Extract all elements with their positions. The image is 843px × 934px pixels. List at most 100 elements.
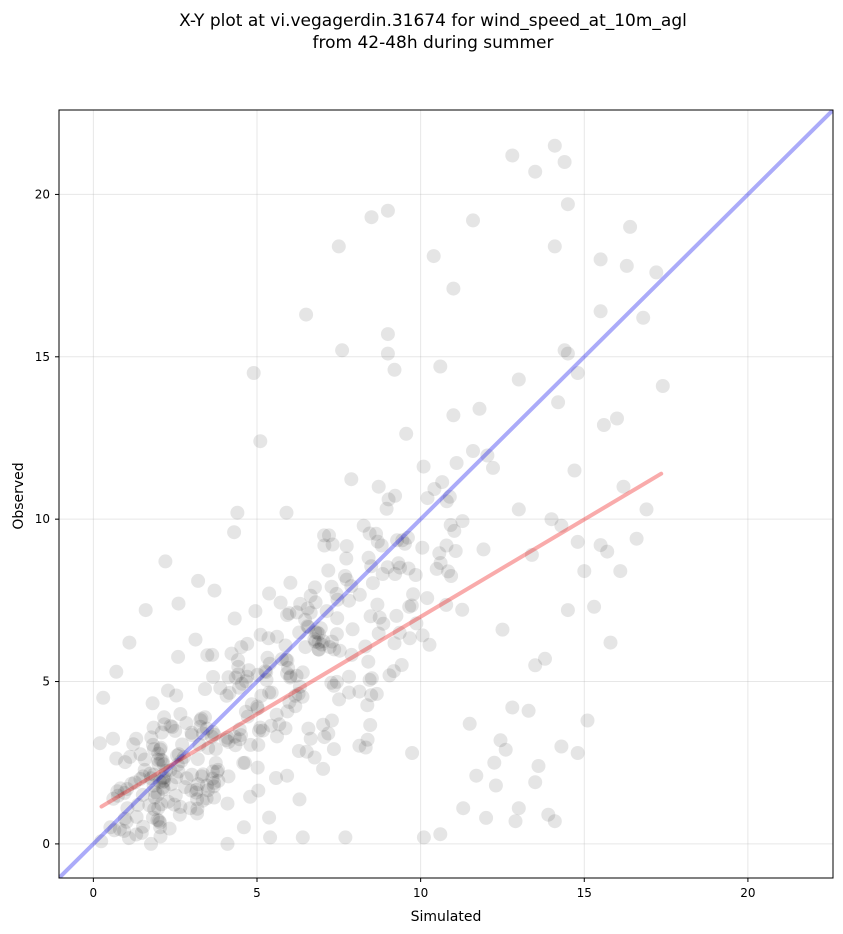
scatter-point xyxy=(220,796,235,811)
scatter-point xyxy=(362,526,377,541)
scatter-point xyxy=(165,720,180,734)
scatter-point xyxy=(280,704,295,719)
x-axis-ticks: 0 5 10 15 20 xyxy=(90,878,756,900)
scatter-point xyxy=(324,579,339,594)
scatter-point xyxy=(110,788,125,803)
scatter-point xyxy=(386,664,401,679)
scatter-point xyxy=(211,762,226,777)
scatter-point xyxy=(96,690,111,705)
scatter-point xyxy=(524,547,539,562)
scatter-point xyxy=(455,602,470,617)
scatter-point xyxy=(193,719,208,734)
scatter-point xyxy=(198,682,212,696)
scatter-point xyxy=(408,568,423,582)
scatter-point xyxy=(596,418,611,432)
scatter-point xyxy=(221,734,236,749)
scatter-point xyxy=(151,746,166,761)
scatter-point xyxy=(402,631,417,646)
scatter-point xyxy=(560,603,575,618)
scatter-point xyxy=(117,785,132,800)
scatter-point xyxy=(124,776,139,791)
scatter-point xyxy=(156,771,171,785)
scatter-point xyxy=(326,678,341,693)
y-tick-label-1: 5 xyxy=(42,675,50,689)
scatter-point xyxy=(415,628,430,643)
scatter-point xyxy=(272,717,287,732)
y-tick-label-2: 10 xyxy=(35,512,50,526)
y-axis-label: Observed xyxy=(11,462,27,529)
scatter-point xyxy=(426,249,441,264)
scatter-point xyxy=(397,536,412,551)
scatter-point xyxy=(158,554,173,569)
scatter-point xyxy=(300,619,315,634)
scatter-point xyxy=(363,609,378,624)
scatter-point xyxy=(171,764,186,779)
scatter-point xyxy=(190,801,205,816)
scatter-point xyxy=(94,834,109,849)
scatter-point xyxy=(237,755,252,770)
y-axis-ticks: 0 5 10 15 20 xyxy=(35,187,59,851)
scatter-point xyxy=(380,203,395,218)
scatter-point xyxy=(372,610,387,625)
scatter-point xyxy=(190,792,205,807)
scatter-point xyxy=(342,669,356,684)
scatter-point xyxy=(360,732,375,747)
scatter-point xyxy=(391,556,406,571)
scatter-point xyxy=(322,640,337,655)
scatter-point xyxy=(126,737,141,752)
scatter-point xyxy=(260,650,275,665)
scatter-point xyxy=(262,685,277,700)
x-axis-label: Simulated xyxy=(411,909,482,925)
scatter-point xyxy=(143,766,157,781)
scatter-point xyxy=(379,501,394,516)
scatter-point xyxy=(466,213,480,228)
scatter-point xyxy=(150,812,165,827)
scatter-point xyxy=(153,742,168,757)
scatter-point xyxy=(394,658,409,672)
scatter-point xyxy=(220,836,235,851)
scatter-point xyxy=(145,810,160,825)
scatter-point xyxy=(308,625,323,640)
scatter-point xyxy=(528,658,543,673)
scatter-point xyxy=(301,620,316,634)
scatter-point xyxy=(204,729,219,744)
scatter-point xyxy=(250,701,265,716)
scatter-point xyxy=(163,763,178,778)
scatter-point xyxy=(133,772,148,786)
scatter-point xyxy=(138,603,153,618)
scatter-point xyxy=(220,730,235,745)
scatter-point xyxy=(150,787,165,802)
scatter-point xyxy=(167,797,182,812)
scatter-point xyxy=(196,726,210,741)
scatter-point xyxy=(133,747,148,762)
scatter-point xyxy=(303,588,318,603)
scatter-point xyxy=(381,492,396,507)
scatter-point xyxy=(153,740,168,755)
scatter-point xyxy=(278,638,293,653)
scatter-point xyxy=(344,647,359,662)
scatter-point xyxy=(547,814,562,829)
scatter-point xyxy=(613,564,628,579)
scatter-point xyxy=(332,692,347,707)
scatter-point xyxy=(311,642,326,657)
scatter-point xyxy=(567,463,582,478)
plot-area-frame xyxy=(58,109,834,879)
scatter-point xyxy=(298,640,313,655)
scatter-point xyxy=(291,744,306,758)
scatter-point xyxy=(127,775,142,790)
scatter-point xyxy=(137,762,152,777)
scatter-point xyxy=(153,820,168,835)
scatter-point xyxy=(345,622,360,637)
scatter-point xyxy=(316,634,331,649)
scatter-point xyxy=(250,667,265,682)
scatter-point xyxy=(370,597,385,612)
scatter-point xyxy=(298,612,313,627)
scatter-point xyxy=(560,197,575,212)
scatter-point xyxy=(295,665,310,680)
scatter-point xyxy=(376,616,391,631)
scatter-point xyxy=(364,559,379,574)
scatter-point xyxy=(301,721,316,736)
scatter-point xyxy=(310,625,325,640)
y-tick-label-3: 15 xyxy=(35,350,50,364)
scatter-point xyxy=(493,733,508,748)
